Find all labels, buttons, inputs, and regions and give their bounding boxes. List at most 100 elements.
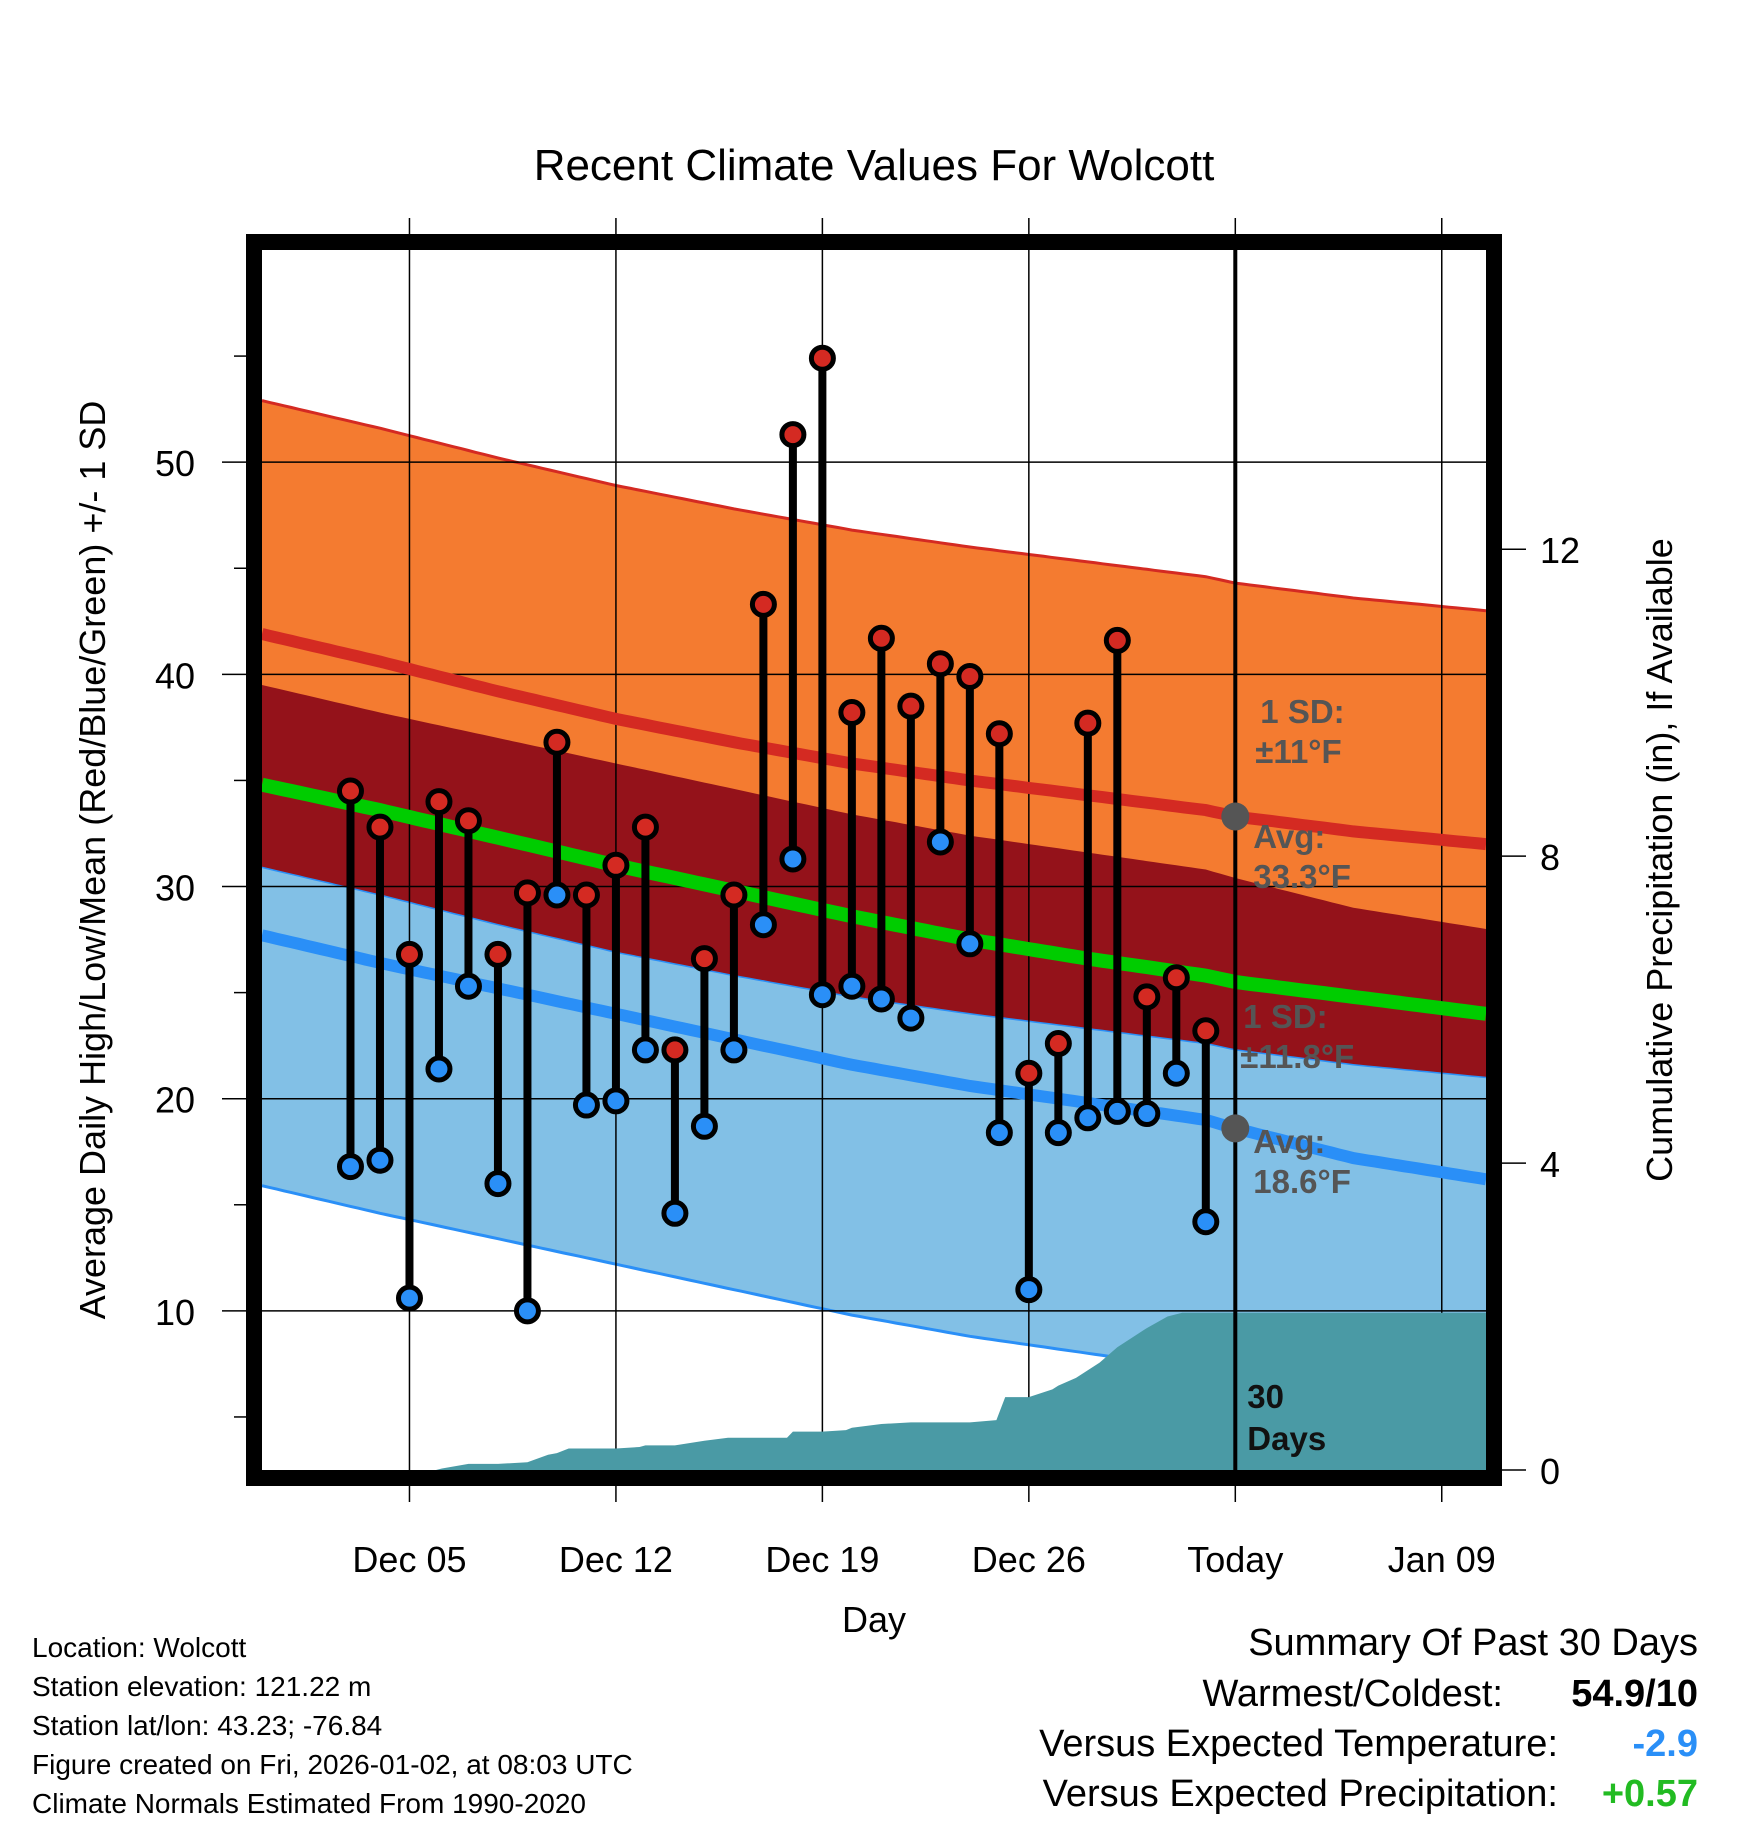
obs-high-point [513,879,541,907]
summary-precip-label: Versus Expected Precipitation: [1042,1773,1558,1815]
obs-low-point [425,1055,453,1083]
y-right-tick-label: 8 [1540,837,1560,878]
obs-low-point [720,1036,748,1064]
y-left-tick-label: 50 [155,443,195,484]
info-latlon: Station lat/lon: 43.23; -76.84 [32,1710,383,1741]
obs-high-point [1074,709,1102,737]
y-left-tick-label: 40 [155,655,195,696]
obs-low-point [1192,1208,1220,1236]
info-location: Location: Wolcott [32,1632,247,1663]
y-right-tick-label: 0 [1540,1451,1560,1492]
y-right-tick-label: 12 [1540,530,1580,571]
y-right-tick-label: 4 [1540,1144,1560,1185]
info-normals: Climate Normals Estimated From 1990-2020 [32,1788,586,1819]
obs-high-point [897,692,925,720]
summary-temp-label: Versus Expected Temperature: [1039,1723,1558,1765]
x-tick-label: Jan 09 [1388,1539,1496,1580]
obs-low-point [484,1170,512,1198]
obs-low-point [1162,1059,1190,1087]
obs-high-point [749,590,777,618]
obs-high-point [1162,964,1190,992]
summary-temp-row: Versus Expected Temperature: -2.9 [898,1723,1698,1773]
low-avg-label: Avg: [1253,1123,1325,1160]
summary-warmest-label: Warmest/Coldest: [1202,1673,1503,1715]
observations [336,344,1220,1325]
obs-high-point [1044,1030,1072,1058]
obs-high-point [602,851,630,879]
normal-high-line [262,628,1486,851]
obs-high-point [543,728,571,756]
obs-high-point [985,720,1013,748]
chart-title: Recent Climate Values For Wolcott [534,141,1215,190]
obs-high-point [808,344,836,372]
x-tick-label: Dec 26 [972,1539,1086,1580]
info-created: Figure created on Fri, 2026-01-02, at 08… [32,1749,633,1780]
obs-high-point [1133,983,1161,1011]
obs-high-point [425,788,453,816]
obs-high-point [720,881,748,909]
obs-low-point [1015,1276,1043,1304]
x-axis-title: Day [842,1599,906,1640]
y-left-tick-label: 20 [155,1080,195,1121]
obs-low-point [366,1146,394,1174]
x-tick-label: Dec 05 [352,1539,466,1580]
high-avg-marker [1221,802,1250,831]
obs-low-point [838,972,866,1000]
summary-warmest-value: 54.9/10 [1571,1673,1698,1715]
obs-low-point [926,828,954,856]
x-tick-label: Dec 19 [765,1539,879,1580]
obs-high-point [484,940,512,968]
obs-low-point [454,972,482,1000]
obs-low-point [395,1284,423,1312]
low-sd-value: ±11.8°F [1240,1038,1354,1075]
obs-high-point [336,777,364,805]
obs-low-point [1044,1119,1072,1147]
x-tick-label: Today [1187,1539,1283,1580]
summary-precip-value: +0.57 [1601,1773,1698,1815]
y-left-tick-label: 30 [155,868,195,909]
summary-temp-value: -2.9 [1632,1723,1698,1765]
obs-low-point [690,1112,718,1140]
summary-warmest-row: Warmest/Coldest: 54.9/10 [998,1673,1698,1723]
obs-high-point [867,624,895,652]
obs-low-point [779,845,807,873]
high-upper-edge [262,399,1486,613]
obs-low-point [1074,1104,1102,1132]
obs-high-point [690,945,718,973]
high-sd-label: 1 SD: [1260,693,1344,730]
precipitation-fill [350,1312,1486,1470]
obs-low-point [985,1119,1013,1147]
high-avg-label: Avg: [1253,818,1325,855]
obs-high-point [661,1036,689,1064]
low-sd-label: 1 SD: [1243,998,1327,1035]
summary-precip-row: Versus Expected Precipitation: +0.57 [898,1773,1698,1823]
y-axis-right-title: Cumulative Precipitation (in), If Availa… [1639,538,1680,1182]
plot-frame [246,234,1502,1486]
obs-low-point [513,1297,541,1325]
y-left-tick-label: 10 [155,1292,195,1333]
high-sd-value: ±11°F [1255,733,1341,770]
low-avg-value: 18.6°F [1253,1163,1351,1200]
days-word-label: Days [1247,1420,1326,1457]
obs-low-point [897,1004,925,1032]
obs-high-point [956,662,984,690]
x-tick-label: Dec 12 [559,1539,673,1580]
days-count-label: 30 [1247,1378,1284,1415]
obs-high-point [1015,1059,1043,1087]
obs-high-point [454,807,482,835]
high-avg-value: 33.3°F [1253,858,1351,895]
low-avg-marker [1221,1114,1250,1143]
obs-low-point [631,1036,659,1064]
obs-low-point [543,881,571,909]
obs-high-point [926,650,954,678]
obs-high-point [572,881,600,909]
info-elevation: Station elevation: 121.22 m [32,1671,372,1702]
obs-high-point [779,421,807,449]
precipitation-area [350,1312,1486,1470]
obs-high-point [838,699,866,727]
obs-low-point [1133,1100,1161,1128]
obs-high-point [366,813,394,841]
